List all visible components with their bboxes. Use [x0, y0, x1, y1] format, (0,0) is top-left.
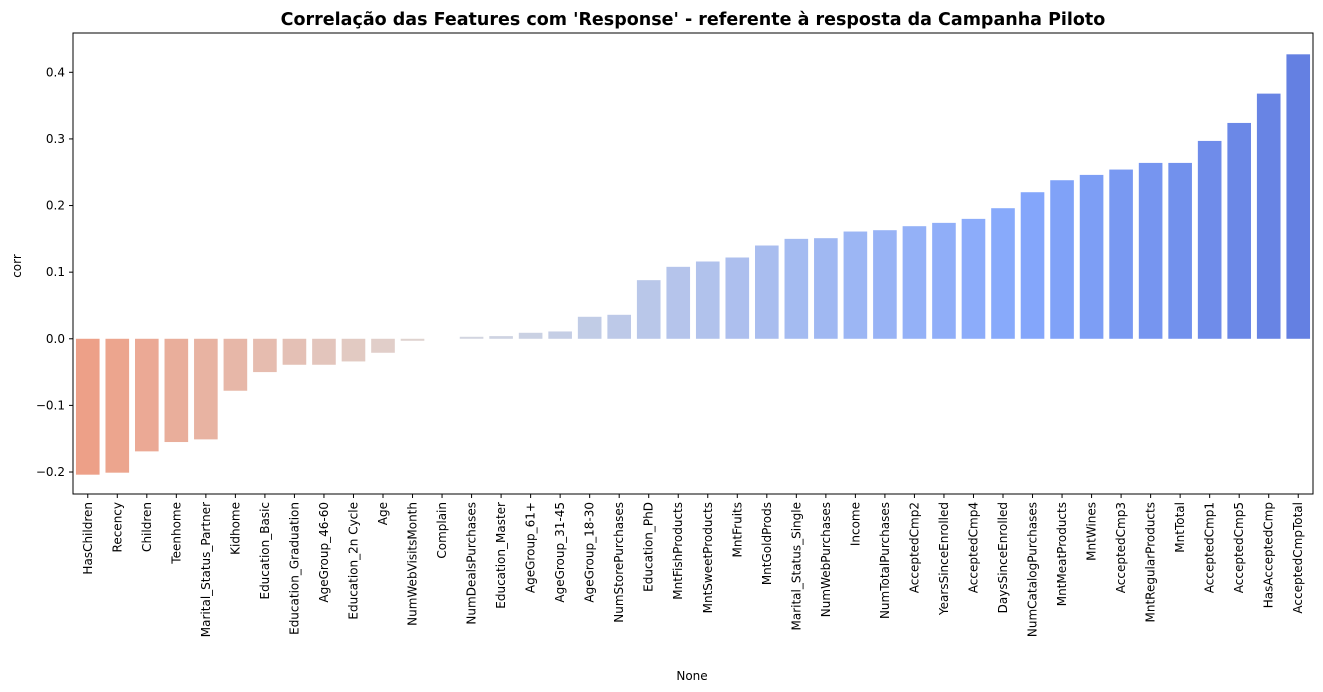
x-tick-label: AcceptedCmp3: [1114, 502, 1128, 593]
bar-hasacceptedcmp: [1256, 93, 1281, 339]
x-tick-label: NumWebVisitsMonth: [406, 502, 420, 626]
x-tick-label: Complain: [435, 502, 449, 559]
bar-mntfruits: [725, 257, 750, 339]
bar-numtotalpurchases: [873, 230, 897, 339]
x-tick-label: Education_Master: [494, 502, 508, 609]
bar-education-basic: [253, 338, 277, 373]
y-tick-label: −0.1: [36, 398, 65, 412]
x-tick-label: DaysSinceEnrolled: [996, 502, 1010, 613]
y-tick-label: 0.0: [46, 332, 65, 346]
bar-education-graduation: [282, 338, 307, 365]
bar-numcatalogpurchases: [1020, 192, 1045, 339]
x-tick-label: AgeGroup_31-45: [553, 502, 567, 603]
x-tick-label: MntGoldProds: [760, 502, 774, 585]
bar-mntwines: [1079, 174, 1104, 339]
x-tick-label: AgeGroup_61+: [524, 502, 538, 593]
bar-agegroup-18-30: [577, 316, 602, 339]
bar-agegroup-31-45: [548, 331, 572, 339]
chart-title: Correlação das Features com 'Response' -…: [281, 10, 1106, 30]
x-tick-label: Marital_Status_Single: [789, 502, 803, 631]
bar-marital-status-partner: [194, 338, 218, 440]
x-tick-label: NumWebPurchases: [819, 502, 833, 617]
x-tick-label: Teenhome: [169, 502, 183, 565]
y-tick-label: 0.4: [46, 65, 65, 79]
bar-acceptedcmptotal: [1286, 54, 1311, 339]
bar-children: [135, 338, 159, 452]
x-tick-label: Age: [376, 502, 390, 525]
bar-education-2n-cycle: [341, 338, 366, 362]
bar-yearssinceenrolled: [932, 222, 956, 339]
x-tick-label: Children: [140, 502, 154, 552]
x-axis-label: None: [676, 669, 707, 683]
y-axis-label: corr: [10, 254, 24, 278]
bar-acceptedcmp4: [961, 218, 986, 339]
x-tick-label: Kidhome: [228, 502, 242, 555]
x-tick-label: Education_Graduation: [287, 502, 301, 635]
x-tick-label: MntMeatProducts: [1055, 502, 1069, 606]
bar-mntmeatproducts: [1050, 180, 1074, 339]
x-tick-label: Marital_Status_Partner: [199, 502, 213, 637]
bar-agegroup-46-60: [312, 338, 336, 365]
bar-numwebvisitsmonth: [400, 338, 425, 341]
bar-mntfishproducts: [666, 266, 691, 339]
x-tick-label: MntRegularProducts: [1144, 502, 1158, 623]
bar-agegroup-61-: [518, 332, 543, 339]
bar-marital-status-single: [784, 238, 809, 339]
x-tick-label: MntSweetProducts: [701, 502, 715, 613]
bar-mntgoldprods: [755, 245, 779, 339]
bars-group: [75, 54, 1311, 475]
x-tick-label: NumTotalPurchases: [878, 502, 892, 619]
bar-acceptedcmp3: [1109, 169, 1133, 339]
bar-mnttotal: [1168, 162, 1192, 339]
y-tick-label: 0.1: [46, 265, 65, 279]
x-tick-label: AcceptedCmp5: [1232, 502, 1246, 593]
x-tick-label: AcceptedCmp1: [1203, 502, 1217, 593]
x-tick-label: NumCatalogPurchases: [1026, 502, 1040, 637]
bar-acceptedcmp2: [902, 226, 927, 339]
bar-age: [371, 338, 395, 353]
x-tick-label: Education_2n Cycle: [346, 502, 360, 620]
x-tick-label: YearsSinceEnrolled: [937, 502, 951, 616]
bar-income: [843, 231, 868, 339]
x-tick-label: HasChildren: [81, 502, 95, 575]
bar-teenhome: [164, 338, 189, 443]
x-tick-label: MntFruits: [730, 502, 744, 558]
x-tick-label: Education_PhD: [642, 502, 656, 592]
bar-education-master: [489, 336, 513, 339]
bar-numstorepurchases: [607, 314, 631, 339]
y-tick-label: −0.2: [36, 465, 65, 479]
y-tick-label: 0.3: [46, 132, 65, 146]
x-tick-label: Education_Basic: [258, 502, 272, 600]
bar-kidhome: [223, 338, 248, 391]
plot-frame: [72, 32, 1314, 495]
bar-dayssinceenrolled: [991, 208, 1015, 339]
bar-mntregularproducts: [1138, 162, 1163, 339]
x-tick-label: MntFishProducts: [671, 502, 685, 600]
x-tick-label: AgeGroup_18-30: [583, 502, 597, 603]
x-tick-label: HasAcceptedCmp: [1262, 502, 1276, 608]
x-tick-label: AcceptedCmp4: [966, 502, 980, 593]
bar-mntsweetproducts: [695, 261, 720, 339]
x-tick-label: MntWines: [1085, 502, 1099, 561]
y-axis: −0.2 −0.1 0.0 0.1 0.2 0.3 0.4: [36, 65, 73, 479]
x-tick-label: NumStorePurchases: [612, 502, 626, 623]
x-tick-label: AgeGroup_46-60: [317, 502, 331, 603]
bar-acceptedcmp5: [1227, 122, 1251, 339]
x-tick-label: AcceptedCmp2: [907, 502, 921, 593]
bar-acceptedcmp1: [1197, 140, 1222, 339]
bar-numdealspurchases: [459, 336, 484, 339]
bar-education-phd: [636, 280, 661, 339]
x-tick-label: AcceptedCmpTotal: [1291, 502, 1305, 614]
x-tick-label: Income: [848, 502, 862, 546]
x-tick-label: MntTotal: [1173, 502, 1187, 553]
bar-haschildren: [75, 338, 100, 475]
y-tick-label: 0.2: [46, 199, 65, 213]
x-tick-label: Recency: [110, 502, 124, 552]
x-tick-label: NumDealsPurchases: [465, 502, 479, 625]
bar-numwebpurchases: [814, 238, 838, 339]
bar-recency: [105, 338, 130, 473]
x-axis: HasChildren Recency Children Teenhome Marita…: [81, 494, 1305, 637]
